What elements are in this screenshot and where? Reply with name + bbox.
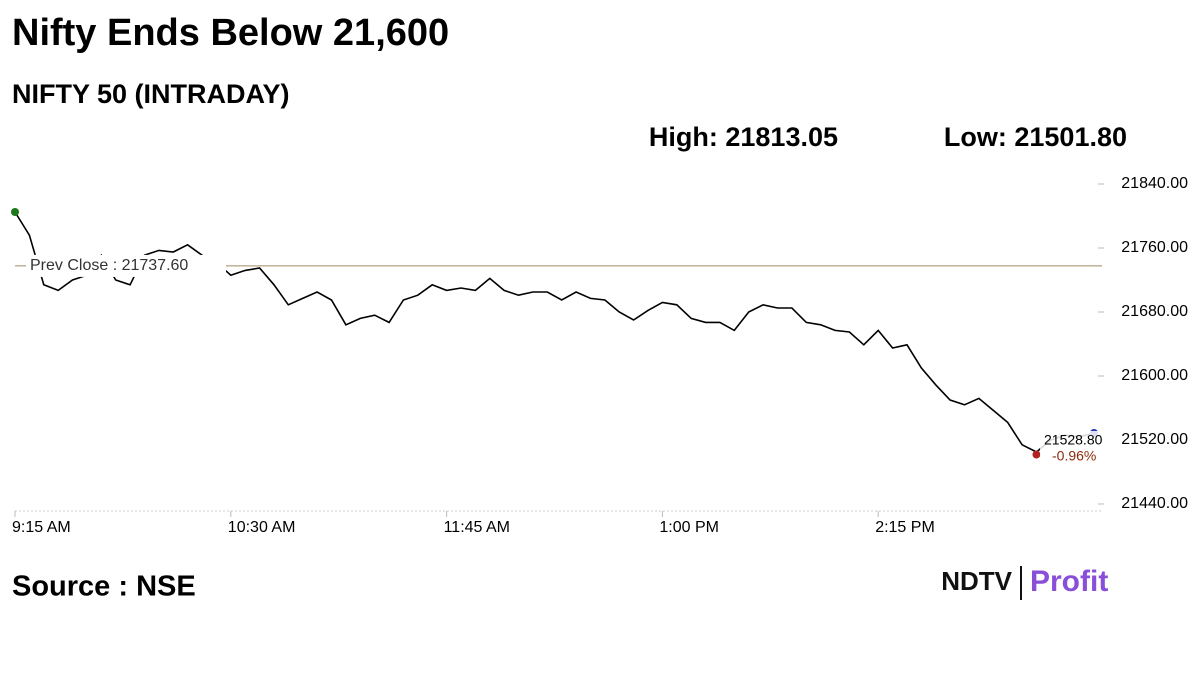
- source: Source : NSE: [12, 571, 196, 603]
- low-label: Low: 21501.80: [944, 122, 1127, 152]
- subtitle: NIFTY 50 (INTRADAY): [12, 79, 290, 109]
- start-dot: [11, 208, 19, 216]
- price-line: [14, 211, 1095, 453]
- chart-title: Nifty Ends Below 21,600: [12, 12, 449, 54]
- logo-ndtv: NDTV: [941, 566, 1012, 596]
- x-tick-label: 1:00 PM: [659, 519, 719, 536]
- logo-profit: Profit: [1030, 565, 1108, 598]
- end-label-bg: [1040, 430, 1106, 471]
- high-label: High: 21813.05: [649, 122, 838, 152]
- prev-close-label: Prev Close : 21737.60: [30, 257, 188, 274]
- y-tick-label: 21440.00: [1121, 495, 1188, 512]
- x-tick-label: 2:15 PM: [875, 519, 935, 536]
- end-label: 21528.80: [1044, 432, 1103, 448]
- y-tick-label: 21760.00: [1121, 239, 1188, 256]
- low-dot: [1032, 450, 1041, 459]
- y-tick-label: 21600.00: [1121, 367, 1188, 384]
- change-label: -0.96%: [1052, 448, 1096, 464]
- x-tick-label: 11:45 AM: [444, 519, 510, 536]
- prev-close-label-bg: [26, 254, 226, 277]
- y-tick-label: 21520.00: [1121, 431, 1188, 448]
- y-tick-label: 21680.00: [1121, 303, 1188, 320]
- x-tick-label: 10:30 AM: [228, 519, 296, 536]
- x-tick-label: 9:15 AM: [12, 519, 71, 536]
- y-tick-label: 21840.00: [1121, 175, 1188, 192]
